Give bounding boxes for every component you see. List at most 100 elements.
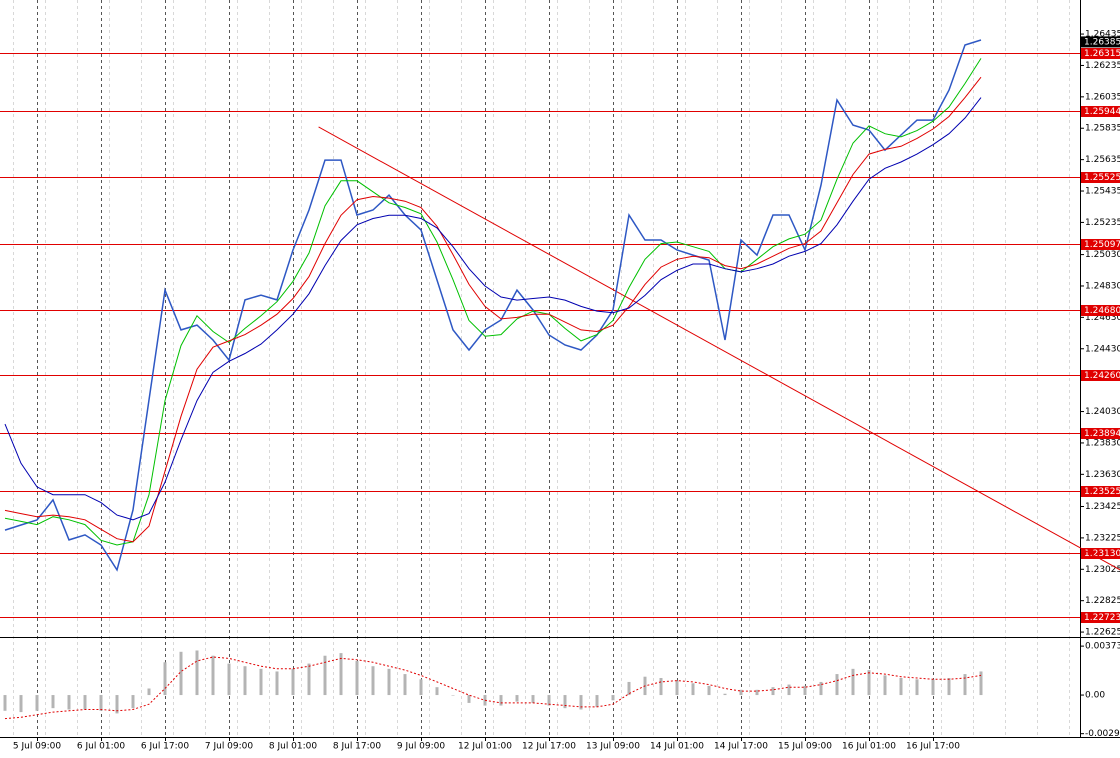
histogram-bar [3,695,7,711]
histogram-bar [147,688,151,696]
histogram-bar [963,674,967,696]
y-tick-label: 1.22625 [1085,628,1120,638]
histogram-bar [243,666,247,696]
trendline [318,126,1120,571]
y-tick-label: 0.00 [1085,691,1105,701]
histogram-bar [691,683,695,696]
histogram-bar [947,678,951,696]
y-tick-label: -0.002946 [1085,729,1120,739]
level-box [1081,48,1120,59]
current-price-box [1081,36,1120,48]
x-tick-label: 16 Jul 01:00 [842,742,896,752]
y-tick-label: 1.25235 [1085,218,1120,228]
moving-average [4,76,982,543]
histogram-bar [563,695,567,709]
x-tick-label: 5 Jul 09:00 [13,742,62,752]
histogram-bar [819,681,823,696]
x-tick-label: 12 Jul 17:00 [522,742,576,752]
histogram-bar [659,678,663,696]
price-line [4,39,982,572]
histogram-bar [867,670,871,696]
y-tick-label: 1.22825 [1085,596,1120,606]
histogram-bar [115,695,119,714]
y-tick-label: 1.23630 [1085,470,1120,480]
y-tick-label: 1.23425 [1085,502,1120,512]
histogram-bar [355,660,359,696]
histogram-bar [291,668,295,696]
level-label: 1.25525 [1084,173,1120,183]
histogram-bar [851,668,855,696]
histogram-bar [835,674,839,696]
histogram-bar [803,685,807,696]
histogram-bar [707,685,711,696]
histogram-bar [515,695,519,702]
x-tick-label: 7 Jul 09:00 [205,742,254,752]
histogram-bar [627,681,631,696]
histogram-bar [19,695,23,713]
y-tick-label: 1.25030 [1085,250,1120,260]
level-label: 1.24260 [1084,371,1120,381]
histogram-bar [611,695,615,701]
histogram-bar [499,695,503,706]
x-tick-label: 8 Jul 17:00 [333,742,382,752]
histogram-bar [227,663,231,696]
histogram-bar [323,655,327,696]
histogram-bar [755,689,759,696]
x-tick-label: 9 Jul 09:00 [397,742,446,752]
y-tick-label: 1.24030 [1085,407,1120,417]
x-tick-label: 6 Jul 17:00 [141,742,190,752]
histogram-bar [339,653,343,696]
level-label: 1.25097 [1084,240,1120,250]
histogram-bar [595,695,599,707]
y-tick-label: 1.26435 [1085,30,1120,40]
level-label: 1.23525 [1084,487,1120,497]
histogram-bar [771,687,775,696]
grid [13,0,1070,737]
histogram-bar [163,662,167,696]
y-tick-label: 1.26235 [1085,61,1120,71]
level-box [1081,370,1120,381]
level-box [1081,486,1120,497]
histogram-bar [67,695,71,710]
current-price-label: 1.26385 [1084,37,1120,47]
x-tick-label: 12 Jul 01:00 [458,742,512,752]
level-label: 1.22723 [1084,613,1120,623]
level-label: 1.24680 [1084,306,1120,316]
histogram-bar [435,687,439,696]
y-tick-label: 1.24830 [1085,281,1120,291]
level-label: 1.23894 [1084,429,1120,439]
histogram-bar [931,679,935,696]
histogram-bar [547,695,551,706]
y-tick-label: 1.24430 [1085,344,1120,354]
y-tick-label: 1.25435 [1085,187,1120,197]
level-label: 1.23130 [1084,549,1120,559]
x-tick-label: 13 Jul 09:00 [586,742,640,752]
level-box [1081,305,1120,316]
level-box [1081,612,1120,623]
histogram-bar [979,671,983,696]
x-tick-label: 14 Jul 17:00 [714,742,768,752]
histogram-bar [451,695,455,696]
histogram-bar [99,695,103,711]
histogram-bar [883,675,887,696]
histogram-bar [83,695,87,710]
x-tick-label: 16 Jul 17:00 [906,742,960,752]
histogram-bar [787,684,791,696]
histogram-bar [915,679,919,696]
level-box [1081,172,1120,183]
y-tick-label: 1.25635 [1085,155,1120,165]
level-box [1081,548,1120,559]
level-label: 1.25944 [1084,107,1120,117]
level-box [1081,428,1120,439]
histogram-bar [51,695,55,709]
y-tick-label: 1.26035 [1085,92,1120,102]
histogram-bar [579,695,583,710]
histogram-bar [419,679,423,696]
histogram-bar [131,695,135,709]
moving-average [4,97,982,521]
x-tick-label: 8 Jul 01:00 [269,742,318,752]
y-tick-label: 1.23830 [1085,438,1120,448]
y-tick-label: 1.23025 [1085,565,1120,575]
y-tick-label: 1.24630 [1085,313,1120,323]
